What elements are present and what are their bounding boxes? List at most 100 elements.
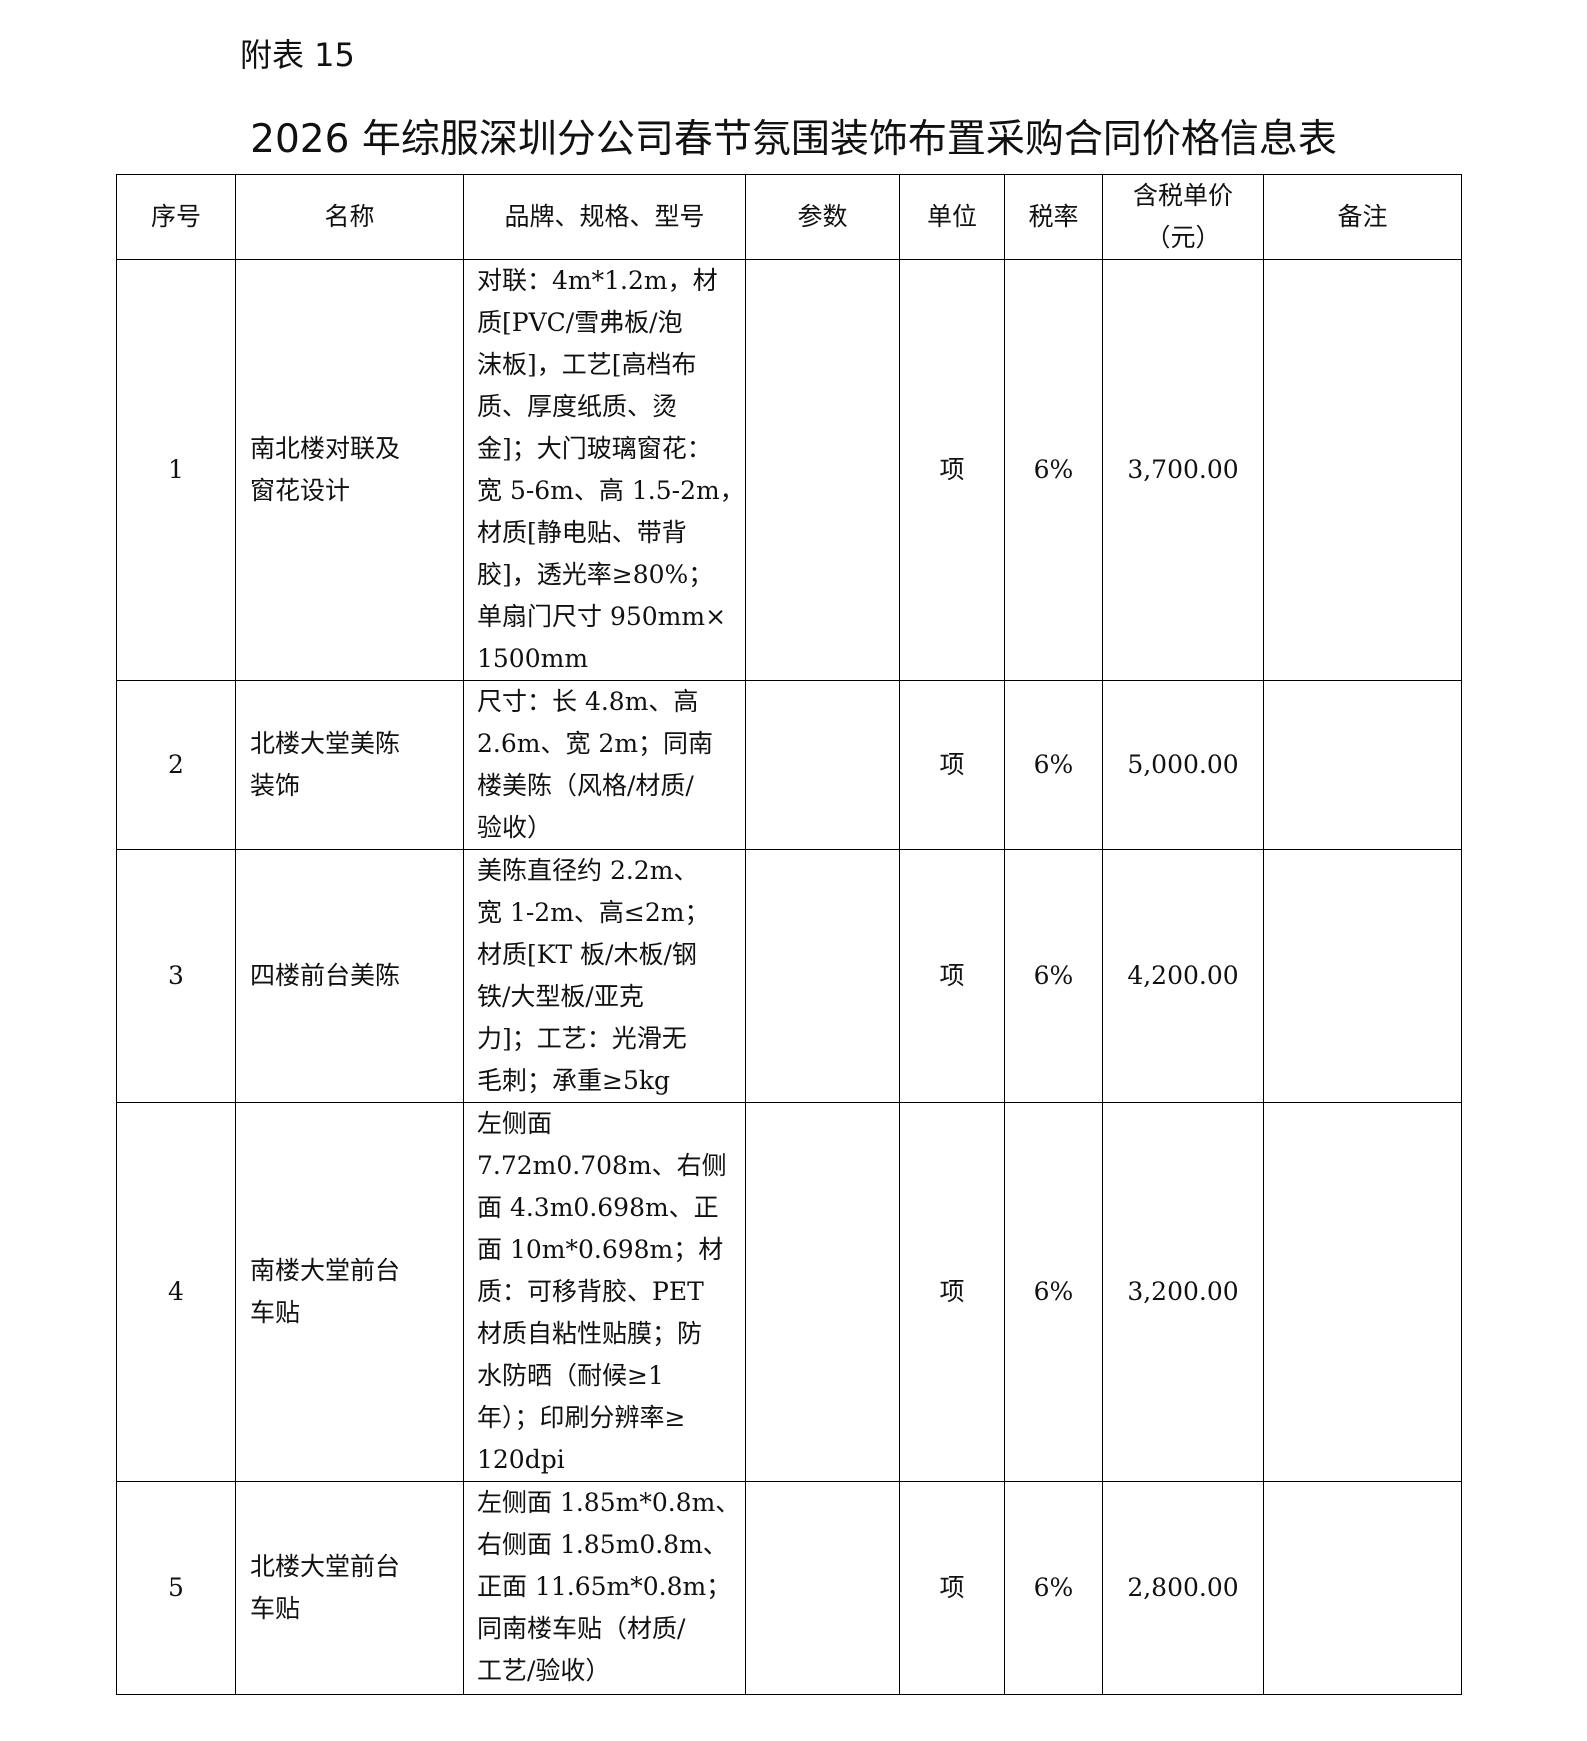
spec-line: 材质[静电贴、带背	[477, 518, 687, 547]
spec-line: 单扇门尺寸 950mm×	[477, 602, 727, 631]
cell-note	[1263, 1102, 1462, 1482]
cell-no: 4	[116, 1102, 236, 1482]
spec-line: 尺寸：长 4.8m、高	[477, 687, 699, 716]
spec-line: 左侧面	[477, 1109, 553, 1138]
cell-name: 四楼前台美陈	[235, 849, 464, 1103]
cell-spec: 美陈直径约 2.2m、宽 1-2m、高≤2m； 材质[KT 板/木板/钢 铁/大型板…	[463, 849, 746, 1103]
table-row: 3 四楼前台美陈 美陈直径约 2.2m、宽 1-2m、高≤2m； 材质[KT 板/木板…	[116, 849, 1462, 1103]
table-row: 2 北楼大堂美陈 装饰 尺寸：长 4.8m、高 2.6m、宽 2m；同南 楼美陈（风格/材…	[116, 680, 1462, 850]
cell-tax: 6%	[1004, 1481, 1103, 1695]
spec-line: 宽 5-6m、高 1.5-2m，	[477, 476, 745, 505]
cell-name: 北楼大堂美陈 装饰	[235, 680, 464, 850]
cell-no: 1	[116, 259, 236, 681]
cell-tax: 6%	[1004, 849, 1103, 1103]
spec-line: 工艺/验收）	[477, 1656, 611, 1685]
spec-line: 材质自粘性贴膜；防	[477, 1319, 703, 1348]
cell-unit: 项	[899, 680, 1005, 850]
cell-spec: 左侧面 7.72m0.708m、右侧面 4.3m0.698m、正面 10m*0.6…	[463, 1102, 746, 1482]
spec-line: 楼美陈（风格/材质/	[477, 771, 694, 800]
spec-line: 面 10m*0.698m；材	[477, 1235, 724, 1264]
cell-price: 3,200.00	[1102, 1102, 1264, 1482]
cell-price: 3,700.00	[1102, 259, 1264, 681]
spec-line: 右侧面 1.85m0.8m、	[477, 1530, 728, 1559]
cell-note	[1263, 849, 1462, 1103]
spec-line: 1500mm	[477, 644, 589, 673]
spec-line: 左侧面 1.85m*0.8m、	[477, 1488, 741, 1517]
spec-line: 面 4.3m0.698m、正	[477, 1193, 719, 1222]
spec-line: 7.72m0.708m、右侧	[477, 1151, 727, 1180]
name-line: 窗花设计	[250, 476, 351, 505]
header-name: 名称	[235, 174, 464, 260]
cell-spec: 对联：4m*1.2m，材 质[PVC/雪弗板/泡 沫板]，工艺[高档布 质、厚度纸质、…	[463, 259, 746, 681]
cell-unit: 项	[899, 849, 1005, 1103]
page-title: 2026 年综服深圳分公司春节氛围装饰布置采购合同价格信息表	[250, 117, 1337, 162]
header-price-line2: （元）	[1145, 223, 1221, 252]
cell-price: 4,200.00	[1102, 849, 1264, 1103]
cell-note	[1263, 680, 1462, 850]
table-row: 5 北楼大堂前台 车贴 左侧面 1.85m*0.8m、 右侧面 1.85m0.8m、 正面…	[116, 1481, 1462, 1695]
spec-line: 胶]，透光率≥80%；	[477, 560, 714, 589]
cell-price: 5,000.00	[1102, 680, 1264, 850]
cell-name: 南北楼对联及 窗花设计	[235, 259, 464, 681]
cell-no: 2	[116, 680, 236, 850]
spec-line: 铁/大型板/亚克	[477, 982, 644, 1011]
spec-line: 力]；工艺：光滑无	[477, 1024, 687, 1053]
name-line: 南北楼对联及	[250, 434, 401, 463]
annex-label: 附表 15	[240, 36, 355, 74]
cell-note	[1263, 1481, 1462, 1695]
spec-line: 水防晒（耐候≥1	[477, 1361, 664, 1390]
cell-note	[1263, 259, 1462, 681]
spec-line: 验收）	[477, 813, 553, 842]
header-spec: 品牌、规格、型号	[463, 174, 746, 260]
cell-no: 3	[116, 849, 236, 1103]
table-row: 4 南楼大堂前台 车贴 左侧面 7.72m0.708m、右侧面 4.3m0.698m、正…	[116, 1102, 1462, 1482]
cell-tax: 6%	[1004, 680, 1103, 850]
name-line: 装饰	[250, 771, 301, 800]
spec-line: 材质[KT 板/木板/钢	[477, 940, 697, 969]
table-row: 1 南北楼对联及 窗花设计 对联：4m*1.2m，材 质[PVC/雪弗板/泡 沫板]，工艺…	[116, 259, 1462, 681]
name-line: 北楼大堂美陈	[250, 729, 401, 758]
spec-line: 2.6m、宽 2m；同南	[477, 729, 714, 758]
cell-unit: 项	[899, 1481, 1005, 1695]
spec-line: 年）；印刷分辨率≥	[477, 1403, 686, 1432]
header-row: 序号 名称 品牌、规格、型号 参数 单位 税率 含税单价 （元） 备注	[116, 174, 1462, 260]
spec-line: 质[PVC/雪弗板/泡	[477, 308, 683, 337]
header-tax: 税率	[1004, 174, 1103, 260]
cell-param	[745, 849, 900, 1103]
header-no: 序号	[116, 174, 236, 260]
cell-unit: 项	[899, 259, 1005, 681]
cell-param	[745, 680, 900, 850]
cell-param	[745, 1102, 900, 1482]
cell-tax: 6%	[1004, 259, 1103, 681]
spec-line: 金]；大门玻璃窗花：	[477, 434, 712, 463]
header-price-line1: 含税单价	[1132, 181, 1233, 210]
cell-no: 5	[116, 1481, 236, 1695]
cell-param	[745, 1481, 900, 1695]
spec-line: 毛刺；承重≥5kg	[477, 1066, 671, 1095]
cell-tax: 6%	[1004, 1102, 1103, 1482]
spec-line: 美陈直径约 2.2m、	[477, 856, 699, 885]
spec-line: 同南楼车贴（材质/	[477, 1614, 686, 1643]
cell-spec: 尺寸：长 4.8m、高 2.6m、宽 2m；同南 楼美陈（风格/材质/验收）	[463, 680, 746, 850]
name-line: 四楼前台美陈	[250, 961, 401, 990]
name-line: 北楼大堂前台	[250, 1552, 401, 1581]
spec-line: 对联：4m*1.2m，材	[477, 266, 718, 295]
name-line: 车贴	[250, 1298, 301, 1327]
cell-price: 2,800.00	[1102, 1481, 1264, 1695]
cell-spec: 左侧面 1.85m*0.8m、 右侧面 1.85m0.8m、 正面 11.65m*0…	[463, 1481, 746, 1695]
spec-line: 120dpi	[477, 1445, 565, 1474]
header-param: 参数	[745, 174, 900, 260]
header-note: 备注	[1263, 174, 1462, 260]
spec-line: 正面 11.65m*0.8m；	[477, 1572, 732, 1601]
cell-name: 北楼大堂前台 车贴	[235, 1481, 464, 1695]
name-line: 南楼大堂前台	[250, 1256, 401, 1285]
cell-name: 南楼大堂前台 车贴	[235, 1102, 464, 1482]
name-line: 车贴	[250, 1594, 301, 1623]
spec-line: 宽 1-2m、高≤2m；	[477, 898, 710, 927]
header-price: 含税单价 （元）	[1102, 174, 1264, 260]
spec-line: 沫板]，工艺[高档布	[477, 350, 697, 379]
cell-unit: 项	[899, 1102, 1005, 1482]
spec-line: 质、厚度纸质、烫	[477, 392, 678, 421]
cell-param	[745, 259, 900, 681]
header-unit: 单位	[899, 174, 1005, 260]
